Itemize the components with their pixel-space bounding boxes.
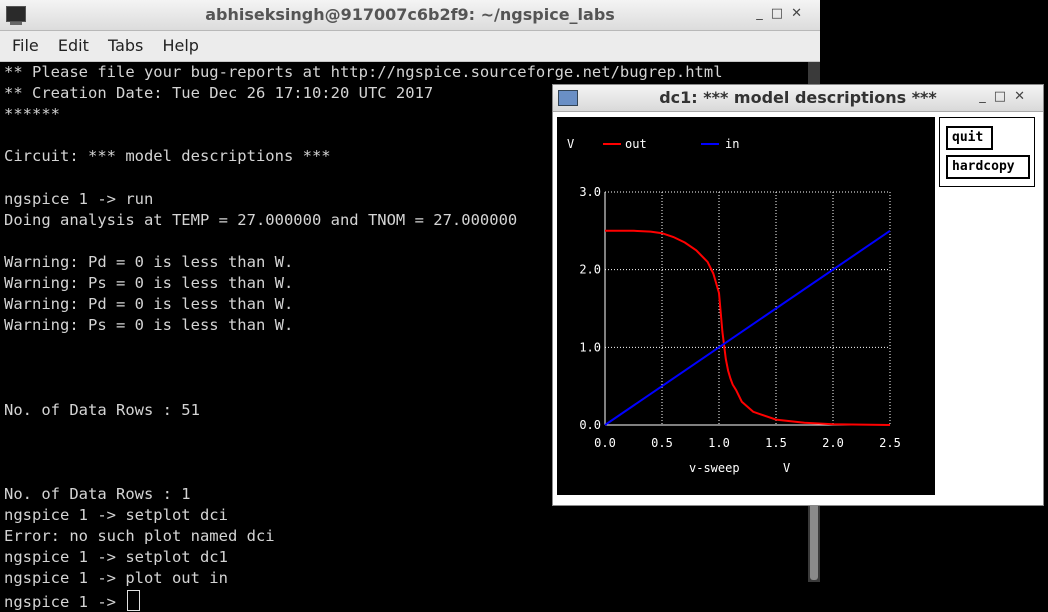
series-out-line — [605, 229, 891, 426]
close-icon[interactable]: ✕ — [791, 6, 810, 21]
menu-help[interactable]: Help — [162, 36, 199, 55]
x-tick-label: 1.5 — [765, 436, 787, 450]
y-tick-label: 1.0 — [579, 340, 601, 354]
menu-tabs[interactable]: Tabs — [107, 36, 144, 55]
terminal-title: abhiseksingh@917007c6b2f9: ~/ngspice_lab… — [205, 5, 615, 24]
terminal-titlebar[interactable]: abhiseksingh@917007c6b2f9: ~/ngspice_lab… — [0, 0, 820, 31]
legend-in-label: in — [725, 137, 739, 151]
legend-out-label: out — [625, 137, 647, 151]
x-tick-label: 2.0 — [822, 436, 844, 450]
plot-window: dc1: *** model descriptions *** _□✕ 0.0 0… — [552, 84, 1044, 506]
chart-svg: 0.0 0.5 1.0 1.5 2.0 2.50.01.02.03.0 V out in … — [567, 137, 901, 475]
terminal-line: ngspice 1 -> setplot dci — [4, 506, 228, 525]
chart-series — [604, 229, 891, 426]
series-in-line — [604, 229, 891, 426]
terminal-line: No. of Data Rows : 1 — [4, 485, 191, 503]
plot-window-icon — [558, 90, 578, 106]
terminal-line: Warning: Ps = 0 is less than W. — [4, 274, 294, 292]
terminal-line: Error: no such plot named dci — [4, 527, 275, 546]
chart-tick-labels: 0.0 0.5 1.0 1.5 2.0 2.5 0.0 1.0 2.0 3.0 — [579, 185, 901, 450]
menu-file[interactable]: File — [12, 36, 39, 55]
terminal-line: Doing analysis at TEMP = 27.000000 and T… — [4, 210, 518, 229]
terminal-line: ngspice 1 -> run — [4, 189, 154, 208]
plot-area: 0.0 0.5 1.0 1.5 2.0 2.5 0.0 1.0 2.0 3.0 V out in … — [557, 117, 935, 495]
x-axis-unit: V — [783, 461, 790, 475]
menu-edit[interactable]: Edit — [57, 36, 89, 55]
terminal-cursor — [127, 589, 141, 611]
terminal-line: Warning: Pd = 0 is less than W. — [4, 252, 294, 271]
maximize-icon[interactable]: □ — [770, 6, 792, 21]
y-axis-label: V — [567, 137, 574, 151]
terminal-line: ngspice 1 -> — [4, 589, 141, 612]
plot-title: dc1: *** model descriptions *** — [659, 88, 937, 107]
x-tick-label: 1.0 — [708, 436, 730, 450]
y-tick-label: 2.0 — [579, 263, 601, 277]
window-controls: _□✕ — [756, 6, 810, 21]
terminal-menubar: File Edit Tabs Help — [0, 31, 820, 62]
terminal-line: Warning: Pd = 0 is less than W. — [4, 295, 294, 314]
terminal-line: ngspice 1 -> setplot dc1 — [4, 548, 228, 567]
plot-window-controls: _□✕ — [979, 89, 1033, 104]
hardcopy-button[interactable]: hardcopy — [946, 155, 1030, 179]
terminal-line: Warning: Ps = 0 is less than W. — [4, 316, 294, 335]
terminal-line: ** Creation Date: Tue Dec 26 17:10:20 UT… — [4, 84, 434, 103]
maximize-icon[interactable]: □ — [993, 89, 1015, 104]
close-icon[interactable]: ✕ — [1014, 89, 1033, 104]
minimize-icon[interactable]: _ — [756, 6, 771, 21]
terminal-line: ** Please file your bug-reports at http:… — [4, 63, 723, 81]
y-tick-label: 3.0 — [579, 185, 601, 199]
x-tick-label: 0.0 — [594, 436, 616, 450]
terminal-line: Circuit: *** model descriptions *** — [4, 147, 331, 166]
x-tick-label: 2.5 — [879, 436, 901, 450]
plot-button-panel — [939, 117, 1035, 187]
terminal-icon — [6, 6, 26, 25]
chart-grid — [604, 191, 891, 426]
y-tick-label: 0.0 — [579, 418, 601, 432]
x-axis-label: v-sweep — [689, 461, 740, 475]
terminal-line: ngspice 1 -> plot out in — [4, 569, 228, 588]
x-tick-label: 0.5 — [651, 436, 673, 450]
minimize-icon[interactable]: _ — [979, 89, 994, 104]
terminal-line: No. of Data Rows : 51 — [4, 400, 200, 419]
scrollbar-thumb[interactable] — [810, 492, 818, 580]
terminal-line: ****** — [4, 105, 60, 124]
quit-button[interactable]: quit — [946, 126, 993, 150]
plot-titlebar[interactable]: dc1: *** model descriptions *** _□✕ — [553, 85, 1043, 112]
